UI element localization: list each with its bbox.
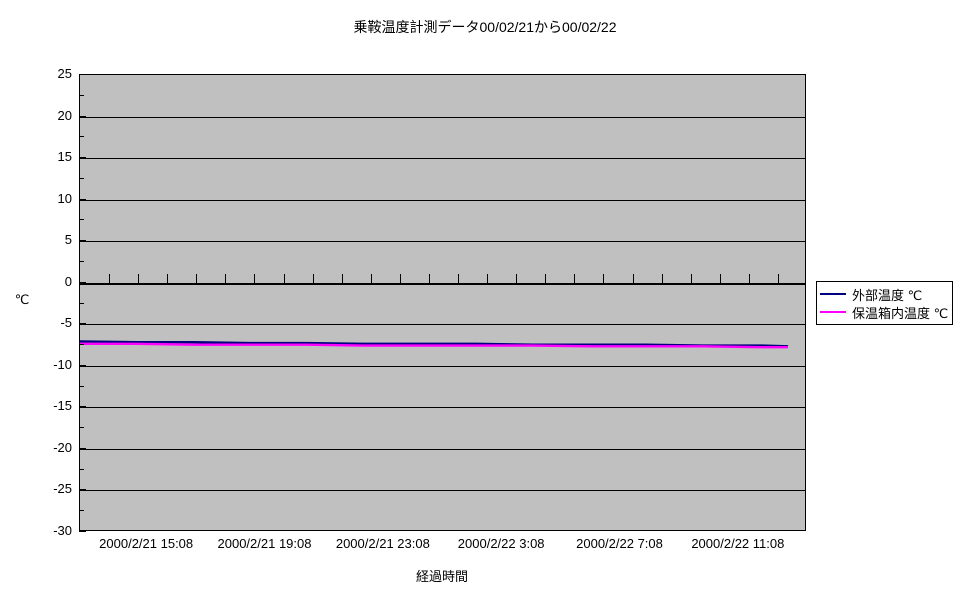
legend-item[interactable]: 保温箱内温度 ℃ xyxy=(820,303,948,321)
y-tick-label: -10 xyxy=(53,356,72,372)
y-tick-label: -30 xyxy=(53,523,72,538)
gridline xyxy=(80,366,805,367)
y-tick-label: -15 xyxy=(53,398,72,414)
y-tick-minor xyxy=(79,178,84,179)
x-tick xyxy=(749,274,750,283)
y-tick-major xyxy=(79,240,86,241)
gridline xyxy=(80,490,805,491)
x-tick xyxy=(429,274,430,283)
y-tick-label: 0 xyxy=(64,273,72,289)
x-tick xyxy=(545,274,546,283)
y-tick-major xyxy=(79,116,86,117)
x-tick-label: 2000/2/22 7:08 xyxy=(576,536,663,551)
y-tick-minor xyxy=(79,136,84,137)
y-tick-label: -20 xyxy=(53,439,72,455)
y-tick-label: -5 xyxy=(60,315,72,331)
y-tick-minor xyxy=(79,219,84,220)
x-tick-label: 2000/2/21 23:08 xyxy=(335,536,430,551)
legend-label: 保温箱内温度 ℃ xyxy=(852,305,949,321)
x-tick xyxy=(662,274,663,283)
y-tick-minor xyxy=(79,344,84,345)
y-tick-minor xyxy=(79,95,84,96)
y-tick-label: 20 xyxy=(57,107,72,123)
x-tick-label: 2000/2/21 19:08 xyxy=(217,536,312,551)
x-tick-label: 2000/2/22 3:08 xyxy=(457,536,545,551)
gridline xyxy=(80,117,805,118)
x-tick-label: 2000/2/21 15:08 xyxy=(99,536,194,551)
x-tick xyxy=(342,274,343,283)
y-tick-major xyxy=(79,365,86,366)
legend-line-swatch xyxy=(820,311,846,313)
y-tick-label: 5 xyxy=(64,232,72,248)
x-tick xyxy=(487,274,488,283)
y-axis-title: ℃ xyxy=(14,292,30,307)
y-tick-minor xyxy=(79,427,84,428)
y-tick-minor xyxy=(79,261,84,262)
x-tick xyxy=(284,274,285,283)
y-tick-label: 15 xyxy=(57,149,72,165)
x-tick xyxy=(313,274,314,283)
gridline xyxy=(80,449,805,450)
chart-legend: 外部温度 ℃ 保温箱内温度 ℃ xyxy=(816,281,954,325)
x-tick xyxy=(720,274,721,283)
series-line xyxy=(80,342,789,349)
y-tick-major xyxy=(79,406,86,407)
y-tick-major xyxy=(79,323,86,324)
x-tick xyxy=(167,274,168,283)
y-tick-major xyxy=(79,282,86,283)
x-tick xyxy=(225,274,226,283)
x-tick xyxy=(458,274,459,283)
y-tick-major xyxy=(79,489,86,490)
x-tick xyxy=(371,274,372,283)
legend-item[interactable]: 外部温度 ℃ xyxy=(820,285,948,303)
gridline xyxy=(80,324,805,325)
gridline xyxy=(80,241,805,242)
x-tick xyxy=(254,274,255,283)
y-tick-minor xyxy=(79,386,84,387)
y-tick-major xyxy=(79,199,86,200)
y-tick-label: 25 xyxy=(57,66,72,81)
x-tick-label: 2000/2/22 11:08 xyxy=(691,536,785,551)
x-axis-tick-labels: 2000/2/21 15:08 2000/2/21 19:08 2000/2/21 … xyxy=(0,537,970,557)
x-tick xyxy=(109,274,110,283)
x-tick xyxy=(603,274,604,283)
y-axis-tick-labels: 25 20 15 10 5 0 -5 -10 -15 -20 -25 -30 xyxy=(0,67,72,537)
y-tick-minor xyxy=(79,469,84,470)
x-tick xyxy=(691,274,692,283)
plot-area xyxy=(79,74,806,531)
x-tick xyxy=(400,274,401,283)
x-tick xyxy=(138,274,139,283)
x-tick xyxy=(633,274,634,283)
gridline xyxy=(80,407,805,408)
legend-label: 外部温度 ℃ xyxy=(852,287,923,303)
series-lines xyxy=(79,340,789,349)
y-tick-label: -25 xyxy=(53,481,72,497)
chart-title: 乗鞍温度計測データ00/02/21から00/02/22 xyxy=(353,19,617,35)
x-tick xyxy=(196,274,197,283)
y-tick-label: 10 xyxy=(57,190,72,206)
x-tick xyxy=(574,274,575,283)
legend-line-swatch xyxy=(820,293,846,295)
y-tick-major xyxy=(79,448,86,449)
x-tick xyxy=(778,274,779,283)
x-axis-title: 経過時間 xyxy=(415,569,468,584)
y-tick-major xyxy=(79,74,86,75)
gridline xyxy=(80,200,805,201)
gridline xyxy=(80,158,805,159)
zero-axis-line xyxy=(80,283,805,285)
y-tick-minor xyxy=(79,303,84,304)
x-tick xyxy=(516,274,517,283)
y-tick-major xyxy=(79,157,86,158)
y-tick-major xyxy=(79,531,86,532)
y-tick-minor xyxy=(79,510,84,511)
